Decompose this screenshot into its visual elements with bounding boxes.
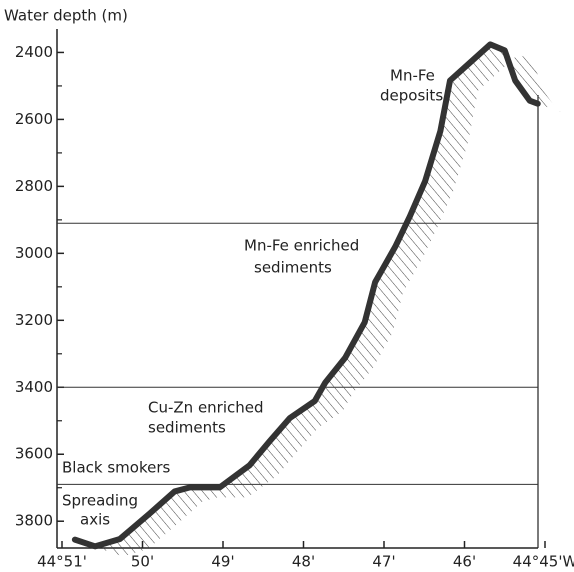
chart: Water depth (m) 2400 2600 2800 3000 3200 3400…: [0, 0, 574, 572]
chart-title: Water depth (m): [4, 7, 128, 25]
annotation: sediments: [254, 259, 332, 277]
x-tick-label: 49': [211, 553, 234, 571]
y-tick-label: 2800: [15, 177, 53, 195]
x-tick-label: 46': [453, 553, 476, 571]
sediment-hatching: [75, 44, 566, 556]
annotation: Cu-Zn enriched: [148, 399, 264, 417]
x-tick-label: 50': [131, 553, 154, 571]
y-tick-label: 2600: [15, 110, 53, 128]
annotation: axis: [80, 511, 110, 529]
annotation: Mn-Fe: [390, 67, 435, 85]
y-tick-label: 3000: [15, 244, 53, 262]
annotation: sediments: [148, 419, 226, 437]
x-tick-label: 44°45'W: [513, 553, 574, 571]
annotation: deposits: [380, 87, 443, 105]
x-tick-label: 44°51': [37, 553, 87, 571]
y-tick-label: 3200: [15, 311, 53, 329]
y-tick-label: 3600: [15, 445, 53, 463]
x-tick-label: 48': [292, 553, 315, 571]
annotation: Spreading: [62, 492, 138, 510]
y-tick-label: 3800: [15, 512, 53, 530]
y-tick-label: 2400: [15, 43, 53, 61]
annotation: Black smokers: [62, 459, 171, 477]
x-tick-label: 47': [372, 553, 395, 571]
annotation: Mn-Fe enriched: [244, 237, 359, 255]
y-tick-label: 3400: [15, 378, 53, 396]
